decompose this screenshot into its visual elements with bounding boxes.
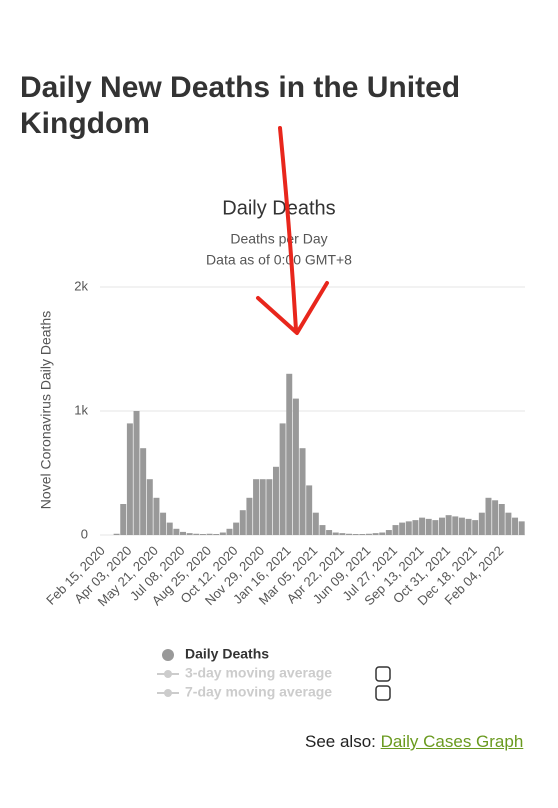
legend-label: 3-day moving average: [185, 665, 332, 681]
bar: [465, 518, 472, 535]
bar: [226, 528, 233, 535]
bar: [173, 528, 180, 535]
bar: [432, 520, 439, 535]
bar: [193, 533, 200, 535]
annotation-arrow: [256, 126, 329, 335]
bar: [512, 517, 519, 535]
bar: [266, 479, 273, 535]
bar: [180, 531, 186, 535]
legend-marker: [164, 670, 172, 678]
y-tick-label: 2k: [74, 278, 88, 293]
bar: [445, 515, 452, 535]
bar: [518, 521, 525, 535]
bar: [160, 512, 167, 535]
bar: [206, 533, 213, 535]
legend-checkbox[interactable]: [375, 666, 391, 682]
bar: [439, 517, 445, 535]
bar: [498, 504, 505, 535]
legend-checkbox[interactable]: [375, 685, 391, 701]
legend: Daily Deaths 3-day moving average 7-day mo…: [157, 646, 391, 701]
bar: [146, 479, 153, 535]
bar: [286, 373, 293, 535]
bar: [239, 510, 246, 535]
bar: [259, 479, 266, 535]
legend-label: 7-day moving average: [185, 684, 332, 700]
bar: [126, 423, 133, 535]
bar: [505, 512, 512, 535]
legend-label: Daily Deaths: [185, 646, 269, 662]
bar: [166, 522, 173, 535]
bar: [419, 517, 426, 535]
bar: [219, 532, 226, 535]
bar: [133, 411, 140, 535]
y-tick-label: 1k: [74, 402, 88, 417]
bar: [385, 530, 392, 535]
bar: [405, 521, 412, 535]
chart-subtitle: Deaths per Day: [230, 231, 327, 247]
bar: [332, 532, 339, 535]
bar: [452, 516, 459, 535]
bar: [140, 448, 147, 535]
see-also-label: See also:: [305, 732, 376, 751]
bar: [299, 448, 306, 535]
bar: [113, 533, 120, 535]
bar: [319, 525, 326, 535]
bar: [213, 534, 220, 535]
bar: [292, 398, 299, 535]
bar: [399, 522, 406, 535]
bar: [352, 534, 359, 535]
bar: [326, 530, 333, 535]
legend-marker: [164, 689, 172, 697]
bar: [246, 497, 253, 535]
bar: [458, 517, 465, 535]
y-axis-title: Novel Coronavirus Daily Deaths: [38, 311, 54, 509]
bar: [339, 533, 346, 535]
bar: [392, 525, 399, 535]
bar: [425, 518, 432, 535]
bar: [199, 534, 206, 535]
bar: [153, 497, 160, 535]
bar: [372, 533, 379, 535]
bar: [478, 512, 485, 535]
legend-marker: [162, 649, 174, 661]
bar: [312, 512, 319, 535]
bar: [279, 423, 286, 535]
bar: [472, 520, 479, 535]
bar: [492, 500, 499, 535]
bar: [306, 485, 313, 535]
bar: [346, 533, 353, 535]
see-also: See also: Daily Cases Graph: [305, 732, 523, 752]
bar: [365, 533, 372, 535]
bar: [186, 533, 193, 535]
see-also-link[interactable]: Daily Cases Graph: [380, 732, 524, 751]
bar: [233, 522, 240, 535]
bar: [253, 479, 260, 535]
chart-title: Daily Deaths: [222, 197, 335, 219]
bar: [379, 532, 386, 535]
bar: [359, 534, 366, 535]
bar: [485, 497, 492, 535]
bar: [120, 504, 127, 535]
bar: [412, 520, 419, 535]
y-tick-label: 0: [81, 526, 88, 541]
bar: [272, 466, 279, 535]
page-heading: Daily New Deaths in the United Kingdom: [20, 71, 461, 140]
chart-subtitle: Data as of 0:00 GMT+8: [206, 252, 352, 268]
